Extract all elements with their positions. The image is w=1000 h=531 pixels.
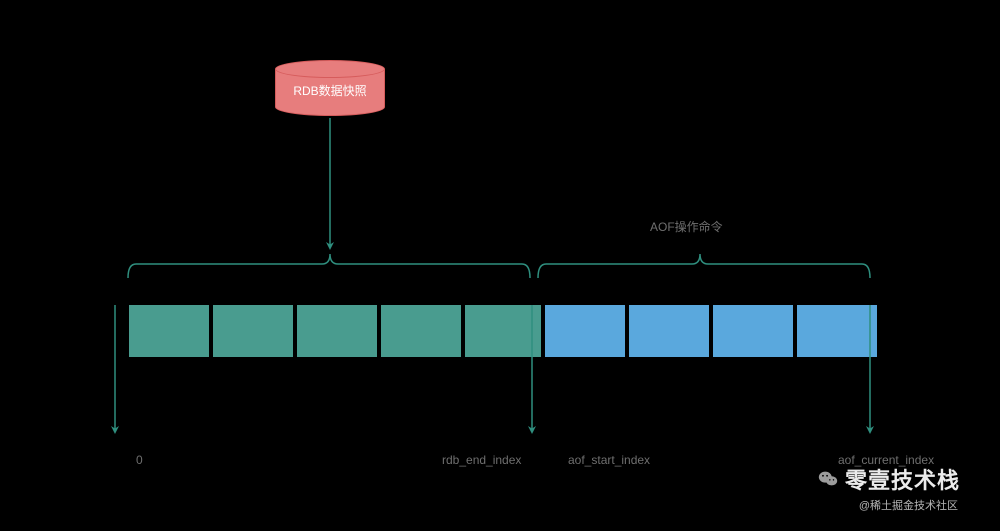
diagram-canvas: RDB数据快照 AOF操作命令 0 rdb_end_index aof_star… bbox=[0, 0, 1000, 531]
wechat-icon bbox=[817, 468, 839, 490]
aof-label: AOF操作命令 bbox=[650, 218, 723, 235]
block-6 bbox=[629, 305, 709, 357]
cylinder-label: RDB数据快照 bbox=[275, 64, 385, 116]
block-7 bbox=[713, 305, 793, 357]
block-5 bbox=[545, 305, 625, 357]
block-2 bbox=[297, 305, 377, 357]
watermark: 零壹技术栈 @稀土掘金技术社区 bbox=[817, 463, 960, 513]
block-8 bbox=[797, 305, 877, 357]
watermark-main: 零壹技术栈 bbox=[845, 463, 960, 495]
block-0 bbox=[129, 305, 209, 357]
rdb-cylinder: RDB数据快照 bbox=[275, 60, 385, 116]
arrows-overlay bbox=[0, 0, 1000, 531]
index-label-0: 0 bbox=[136, 453, 143, 467]
block-4 bbox=[465, 305, 541, 357]
index-label-rdb-end: rdb_end_index bbox=[442, 453, 521, 467]
block-row bbox=[129, 305, 877, 357]
block-1 bbox=[213, 305, 293, 357]
watermark-sub: @稀土掘金技术社区 bbox=[859, 497, 958, 513]
block-3 bbox=[381, 305, 461, 357]
watermark-top: 零壹技术栈 bbox=[817, 463, 960, 495]
index-label-aof-start: aof_start_index bbox=[568, 453, 650, 467]
